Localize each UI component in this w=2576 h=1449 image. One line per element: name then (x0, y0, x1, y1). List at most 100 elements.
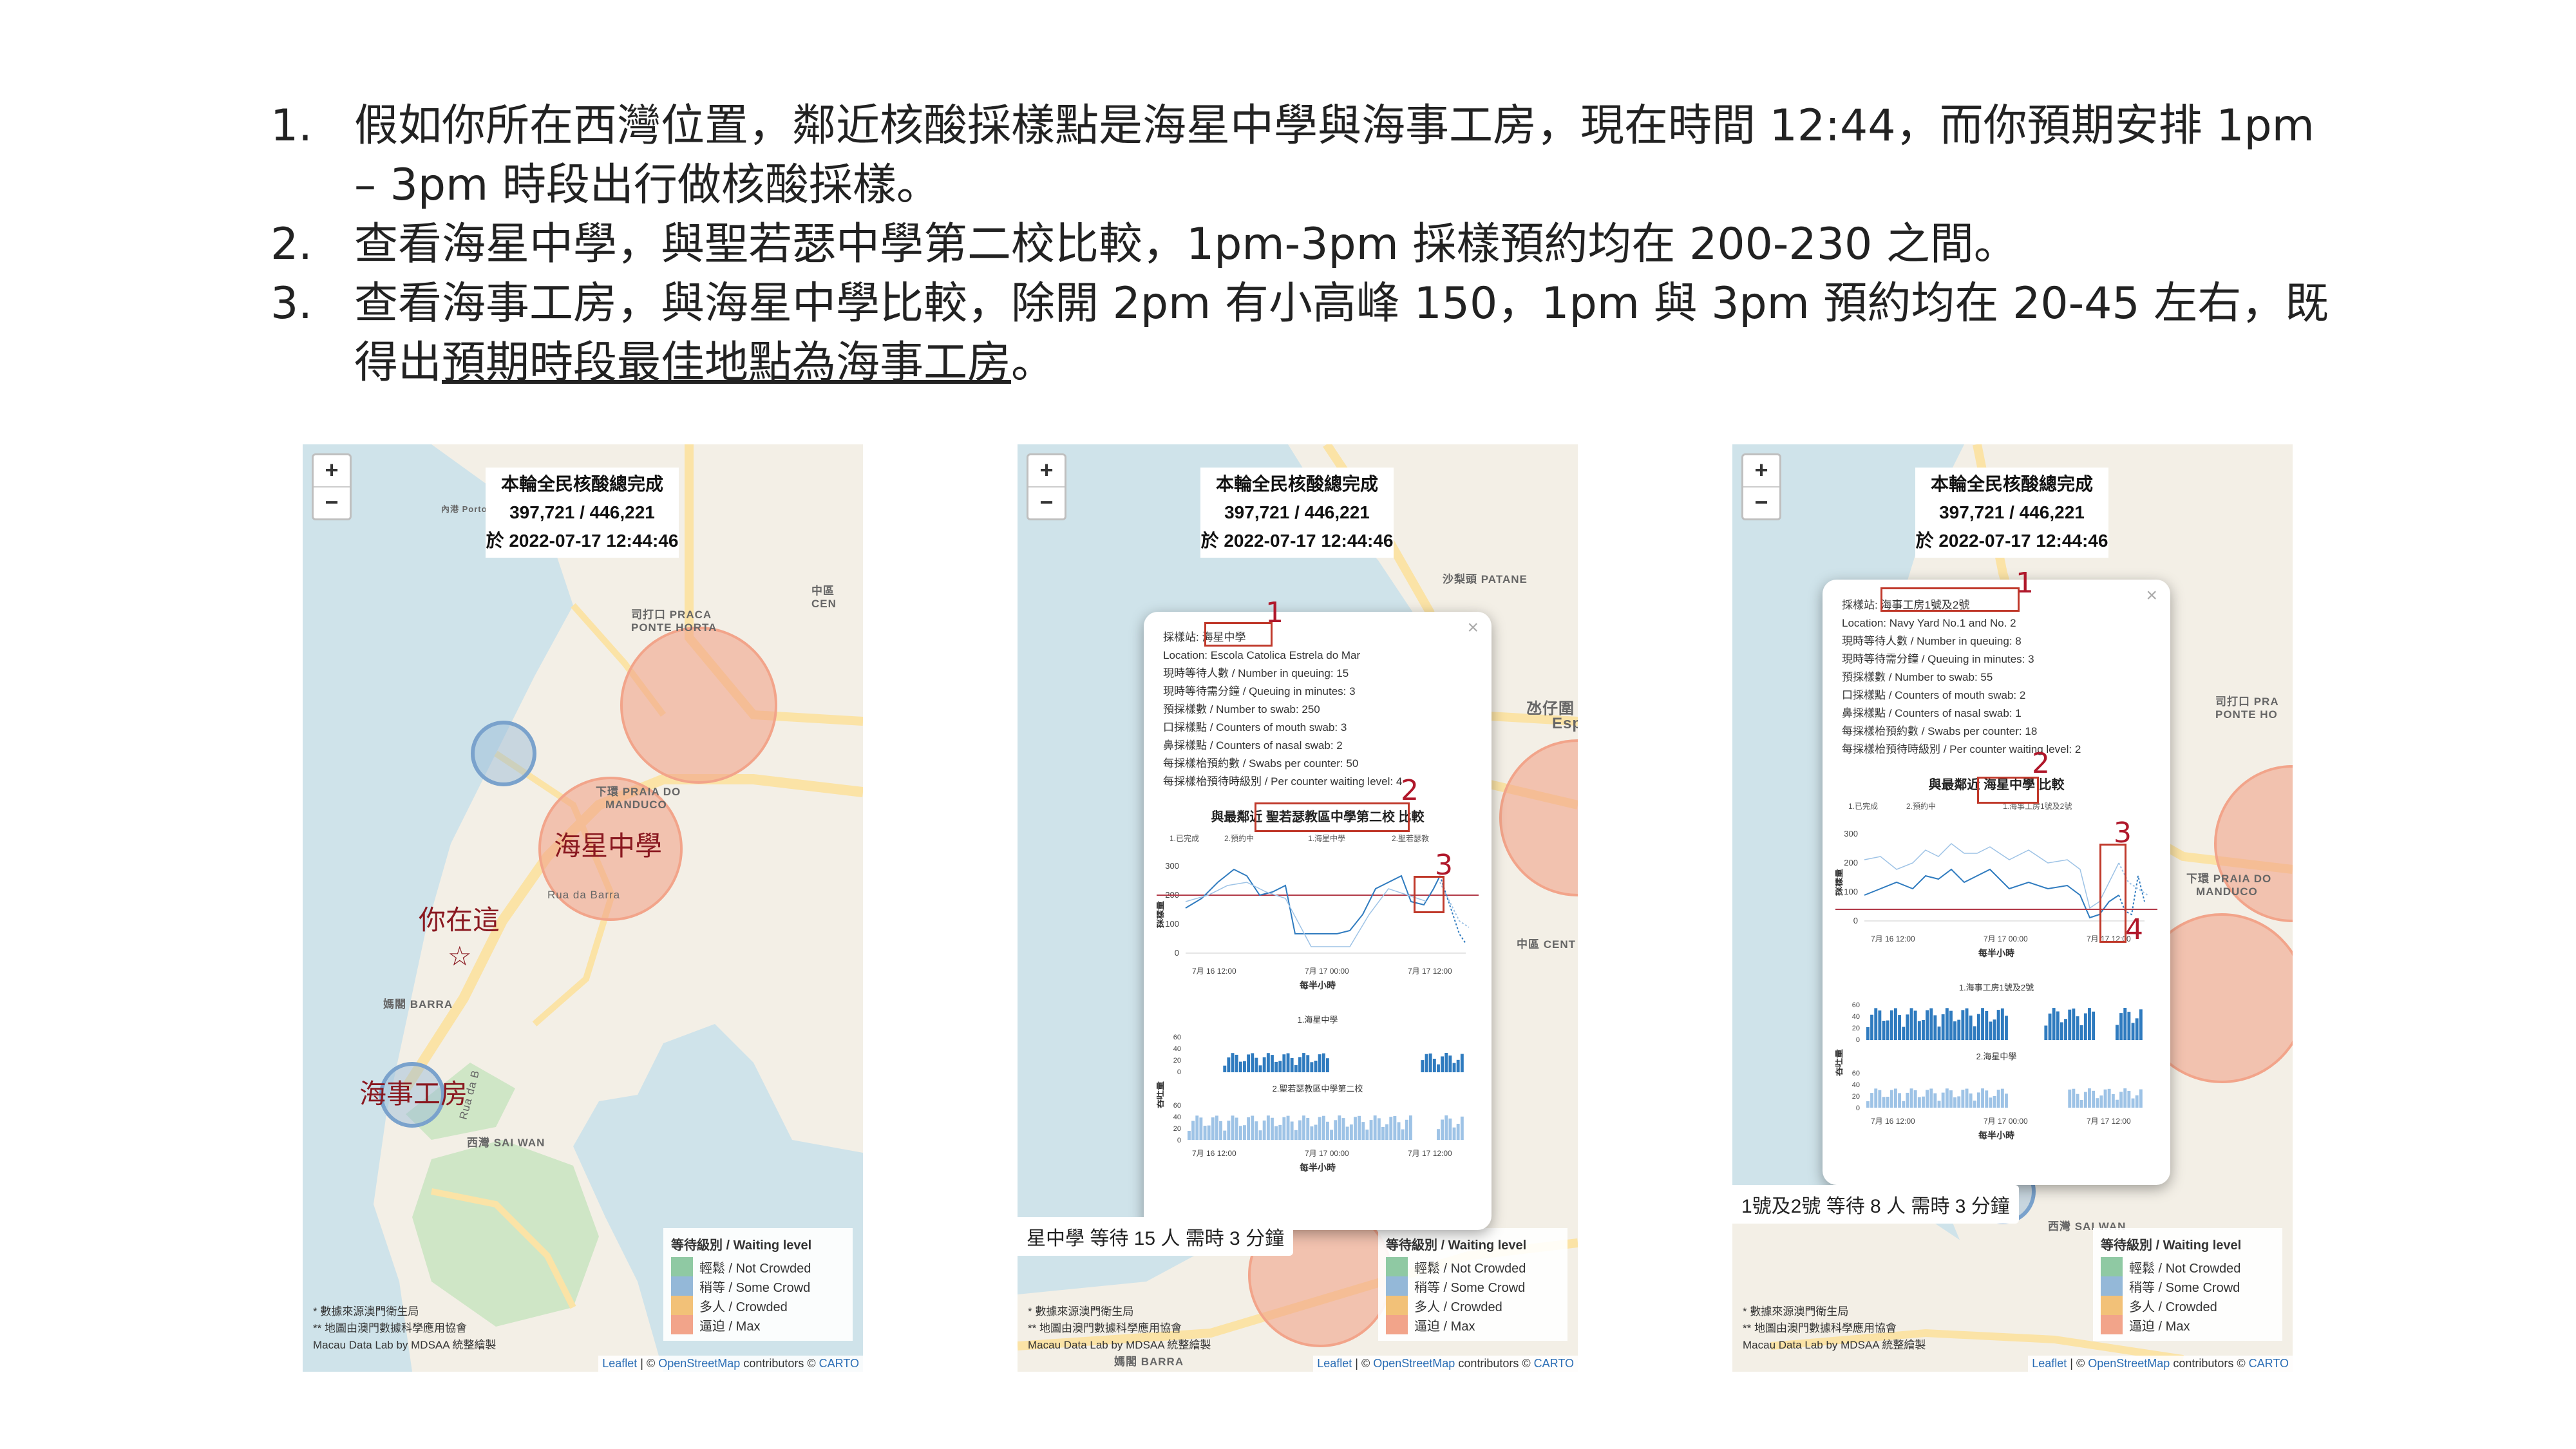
osm-link[interactable]: OpenStreetMap (1373, 1357, 1455, 1370)
bar (1271, 1117, 1274, 1140)
x-axis-label: 每半小時 (1300, 1162, 1336, 1173)
bar (2072, 1088, 2076, 1108)
carto-link[interactable]: CARTO (819, 1357, 859, 1370)
leaflet-link[interactable]: Leaflet (2032, 1357, 2067, 1370)
zoom-out-button[interactable]: − (1743, 486, 1779, 518)
credit-line: Macau Data Lab by MDSAA 統整繪製 (1743, 1339, 1926, 1351)
close-icon[interactable]: × (1467, 617, 1479, 638)
bar-y-tick: 20 (1852, 1025, 1860, 1032)
bar (1949, 1090, 1953, 1108)
legend-done: 1.已完成 (1170, 833, 1199, 843)
line-chart[interactable]: 1.已完成 2.預約中 1.海星中學 2.聖若瑟教 300 200 100 0 … (1157, 831, 1479, 1005)
bar (1349, 1124, 1353, 1140)
bar (1894, 1088, 1897, 1108)
map-label-ponte: PONTE HO (2215, 708, 2278, 721)
bar (1993, 1096, 1996, 1108)
map-panel-2[interactable]: 沙梨頭 PATANE 氹仔圍 Esp 中區 CENT 媽閣 BARRA + − … (1018, 444, 1578, 1372)
legend-swatch (1386, 1315, 1408, 1334)
bar (2127, 1012, 2131, 1040)
bar (1981, 1088, 1984, 1108)
zoom-in-button[interactable]: + (325, 457, 339, 483)
line-chart[interactable]: 1.已完成 2.預約中 1.海事工房1號及2號 300 200 100 0 採樣… (1835, 799, 2157, 972)
bar (1909, 1088, 1913, 1108)
legend-item: 稍等 / Some Crowd (671, 1276, 845, 1296)
bar-y-tick: 40 (1173, 1045, 1181, 1053)
x-tick: 7月 17 00:00 (1984, 1117, 2028, 1126)
bar (2056, 1011, 2060, 1040)
leaflet-link[interactable]: Leaflet (1317, 1357, 1352, 1370)
bar (2111, 1094, 2115, 1108)
station-circle-navy-yard[interactable] (379, 1062, 445, 1128)
station-tooltip: 1號及2號 等待 8 人 需時 3 分鐘 (1732, 1185, 2019, 1224)
bar (1993, 1019, 1996, 1040)
bar (2060, 1022, 2063, 1040)
zoom-out-button[interactable]: − (1028, 486, 1065, 518)
bar (1266, 1115, 1270, 1140)
bar (1870, 1093, 1873, 1108)
y-tick: 300 (1844, 829, 1858, 838)
bar (1310, 1126, 1314, 1140)
bar (1306, 1117, 1310, 1140)
bar-charts[interactable]: 1.海事工房1號及2號 60 40 20 0 2.海星中學 60 40 20 0… (1835, 979, 2157, 1179)
osm-link[interactable]: OpenStreetMap (658, 1357, 741, 1370)
bar (1922, 1020, 1925, 1040)
station-circle-haixing[interactable] (538, 777, 683, 921)
mark-4: 4 (2125, 913, 2143, 946)
bar (1937, 1101, 1941, 1108)
map-label-ponte-horta: PONTE HORTA (631, 621, 717, 634)
station-circle-crowded[interactable] (620, 627, 777, 784)
bar (1290, 1121, 1294, 1140)
bar (1235, 1117, 1238, 1140)
zoom-control: + − (1741, 453, 1781, 520)
map-canvas[interactable] (303, 444, 863, 1372)
map-panel-3[interactable]: 司打口 PRA PONTE HO 下環 PRAIA DO MANDUCO 西灣 … (1732, 444, 2293, 1372)
zoom-in-button[interactable]: + (1754, 457, 1768, 483)
close-icon[interactable]: × (2146, 585, 2157, 606)
highlight-booking-range (1414, 876, 1444, 913)
carto-link[interactable]: CARTO (2248, 1357, 2289, 1370)
waiting-legend: 等待級別 / Waiting level 輕鬆 / Not Crowded 稍等… (663, 1228, 853, 1341)
station-circle-crowded[interactable] (2214, 765, 2293, 922)
bar (1456, 1059, 1460, 1072)
station-circle-some-crowd[interactable] (471, 721, 536, 786)
map-panel-1[interactable]: 內港 Porto 中區 CEN 司打口 PRACA PONTE HORTA 下環… (303, 444, 863, 1372)
bar (1460, 1116, 1464, 1140)
bar (1973, 1026, 1976, 1040)
bar (2123, 1088, 2127, 1108)
zoom-in-button[interactable]: + (1039, 457, 1054, 483)
highlight-compare-name (1255, 802, 1410, 832)
info-nasal: 鼻採樣點 / Counters of nasal swab: 2 (1163, 739, 1343, 752)
bar-y-tick: 0 (1856, 1036, 1860, 1044)
legend-booked: 2.預約中 (1906, 801, 1936, 811)
bar (2044, 1025, 2048, 1040)
info-location: Location: Navy Yard No.1 and No. 2 (1842, 617, 2016, 629)
station-circle-crowded[interactable] (1499, 739, 1578, 896)
leaflet-link[interactable]: Leaflet (602, 1357, 638, 1370)
x-tick: 7月 17 00:00 (1984, 934, 2028, 943)
bar-y-tick: 0 (1177, 1137, 1181, 1144)
bar (1929, 1008, 1933, 1040)
bar (1314, 1124, 1318, 1140)
step-1: 1. 假如你所在西灣位置，鄰近核酸採樣點是海星中學與海事工房，現在時間 12:4… (270, 97, 2331, 215)
y-tick: 0 (1175, 948, 1179, 958)
bar (1298, 1057, 1302, 1072)
x-axis-label: 每半小時 (1978, 948, 2014, 958)
osm-link[interactable]: OpenStreetMap (2088, 1357, 2170, 1370)
legend-item: 輕鬆 / Not Crowded (1386, 1257, 1560, 1276)
bar (1266, 1053, 1270, 1072)
bar (1286, 1053, 1290, 1072)
bar (1231, 1115, 1235, 1140)
bar (1247, 1117, 1250, 1140)
info-mouth: 口採樣點 / Counters of mouth swab: 2 (1842, 689, 2026, 701)
bar-charts[interactable]: 1.海星中學 60 40 20 0 2.聖若瑟教區中學第二校 60 40 20 … (1157, 1011, 1479, 1224)
bar (2083, 1092, 2087, 1108)
zoom-control: + − (312, 453, 352, 520)
series-compare-booked (2118, 862, 2148, 896)
bar (1334, 1120, 1338, 1140)
bar (1310, 1062, 1314, 1072)
x-tick: 7月 16 12:00 (1871, 1117, 1915, 1126)
legend-title: 等待級別 / Waiting level (2101, 1238, 2242, 1253)
map-attribution: Leaflet | © OpenStreetMap contributors ©… (2028, 1356, 2293, 1372)
carto-link[interactable]: CARTO (1533, 1357, 1574, 1370)
zoom-out-button[interactable]: − (314, 486, 350, 518)
